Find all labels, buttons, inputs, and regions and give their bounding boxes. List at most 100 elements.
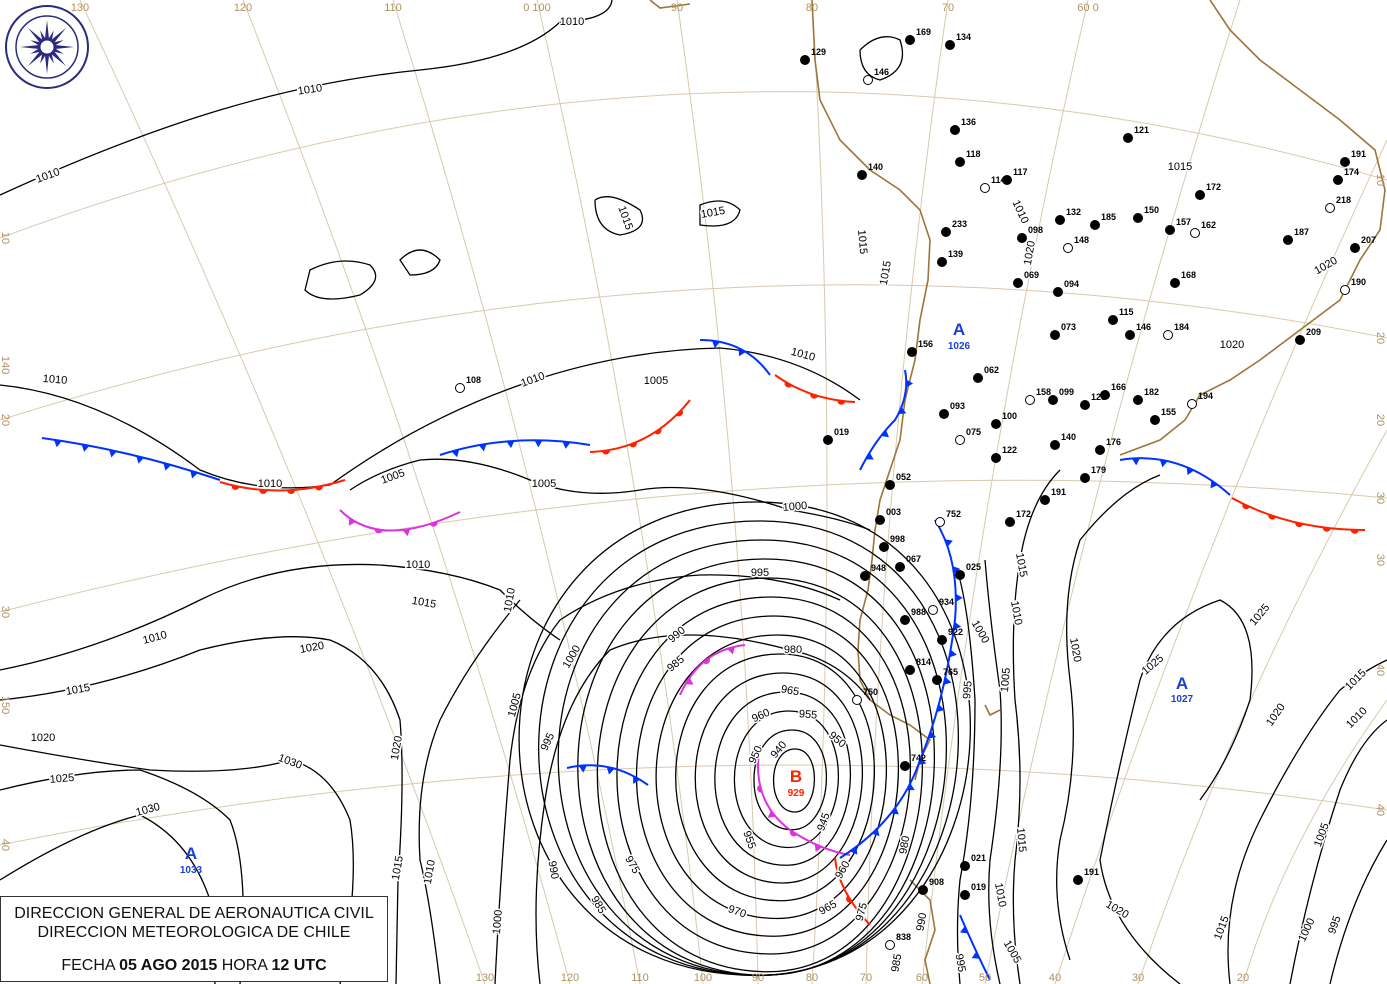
station-plot: 098: [1017, 225, 1043, 243]
station-pressure: 742: [911, 753, 926, 763]
isobar: [956, 579, 976, 984]
station-plot: 174: [1333, 167, 1359, 185]
station-cloud-cover-icon: [955, 157, 965, 167]
station-plot: 140: [857, 162, 883, 180]
front-triangle: [685, 677, 694, 685]
isobar-label: 1015: [1014, 827, 1028, 852]
station-cloud-cover-icon: [1108, 315, 1118, 325]
station-cloud-cover-icon: [863, 75, 873, 85]
isobar-label: 940: [768, 739, 789, 761]
isobar-label: 1000: [1296, 916, 1317, 943]
isobar-label: 1020: [1067, 637, 1083, 663]
chart-time: 12 UTC: [271, 957, 327, 974]
front-triangle: [936, 704, 945, 712]
station-plot: 158: [1025, 387, 1051, 405]
front-triangle: [451, 449, 460, 458]
cold-front: [566, 764, 649, 786]
grid-label-right: 30: [1374, 554, 1386, 566]
isobar-label: 945: [815, 811, 833, 832]
station-cloud-cover-icon: [1050, 440, 1060, 450]
low-center-929: B 929: [788, 767, 805, 799]
front-triangle: [478, 443, 487, 452]
station-plot: 838: [885, 932, 911, 950]
station-cloud-cover-icon: [955, 570, 965, 580]
station-cloud-cover-icon: [950, 125, 960, 135]
front-semicircle: [314, 485, 323, 491]
isobar-label: 1005: [532, 478, 556, 490]
station-plot: 114: [980, 175, 1006, 193]
station-plot: 814: [905, 657, 931, 675]
front-semicircle: [1268, 514, 1277, 520]
station-plot: 162: [1190, 220, 1216, 238]
front-semicircle: [287, 489, 296, 495]
isobar-label: 1010: [34, 166, 61, 186]
station-cloud-cover-icon: [1190, 228, 1200, 238]
grid-label-top: 90: [671, 2, 683, 14]
fecha-label: FECHA: [61, 957, 115, 974]
station-cloud-cover-icon: [1050, 330, 1060, 340]
isobar: [859, 36, 904, 81]
station-pressure: 148: [1074, 235, 1089, 245]
station-pressure: 166: [1111, 382, 1126, 392]
isobar-label: 1020: [1264, 701, 1288, 728]
front-triangle: [1159, 459, 1168, 468]
isobar-label: 955: [740, 829, 758, 850]
front-triangle: [918, 757, 927, 765]
isobar-low: [773, 748, 815, 813]
station-cloud-cover-icon: [1165, 225, 1175, 235]
station-pressure: 073: [1061, 322, 1076, 332]
station-pressure: 814: [916, 657, 931, 667]
front-triangle: [606, 766, 615, 775]
isobar-label: 1010: [1008, 600, 1024, 626]
star-ray: [20, 44, 43, 50]
grid-label-left: 150: [0, 696, 11, 714]
front-triangle: [943, 677, 952, 685]
front-triangle: [971, 951, 980, 959]
station-pressure: 191: [1051, 487, 1066, 497]
station-cloud-cover-icon: [1133, 213, 1143, 223]
station-plot: 988: [900, 607, 926, 625]
grid-label-left: 20: [0, 414, 11, 426]
station-pressure: 752: [946, 509, 961, 519]
front-triangle: [890, 807, 899, 815]
grid-label-top: 110: [384, 2, 402, 14]
isobar-label: 1015: [65, 682, 91, 698]
isobar-label: 1015: [615, 204, 635, 231]
parallel: [0, 91, 1387, 239]
front-triangle: [959, 926, 969, 934]
station-plot: 233: [941, 219, 967, 237]
station-pressure: 117: [1013, 167, 1028, 177]
station-plot: 155: [1150, 407, 1176, 425]
front-semicircle: [1350, 529, 1359, 534]
front-semicircle: [837, 400, 846, 405]
isobar-low: [596, 577, 924, 973]
front-semicircle: [259, 489, 268, 494]
station-pressure: 075: [966, 427, 981, 437]
front-triangle: [738, 348, 746, 357]
station-pressure: 062: [984, 365, 999, 375]
meridian: [242, 0, 571, 984]
isobar-low: [733, 710, 840, 849]
station-pressure: 019: [971, 882, 986, 892]
isobar-label: 1010: [1344, 705, 1370, 731]
station-plot: 150: [1133, 205, 1159, 223]
station-plot: 069: [1013, 270, 1039, 288]
isobar: [0, 814, 216, 984]
coastline: [649, 0, 1386, 984]
center-letter: B: [790, 767, 802, 786]
station-pressure: 187: [1294, 227, 1309, 237]
meridian: [676, 0, 759, 984]
station-plot: 750: [852, 687, 878, 705]
station-plot: 156: [907, 339, 933, 357]
station-cloud-cover-icon: [1163, 330, 1173, 340]
parallel: [0, 479, 1387, 613]
station-cloud-cover-icon: [1295, 335, 1305, 345]
occluded-front: [679, 644, 746, 696]
station-pressure: 114: [991, 175, 1006, 185]
front-triangle: [953, 621, 962, 630]
station-cloud-cover-icon: [937, 257, 947, 267]
station-pressure: 140: [1061, 432, 1076, 442]
station-cloud-cover-icon: [895, 562, 905, 572]
isobar-label: 1015: [390, 855, 406, 881]
